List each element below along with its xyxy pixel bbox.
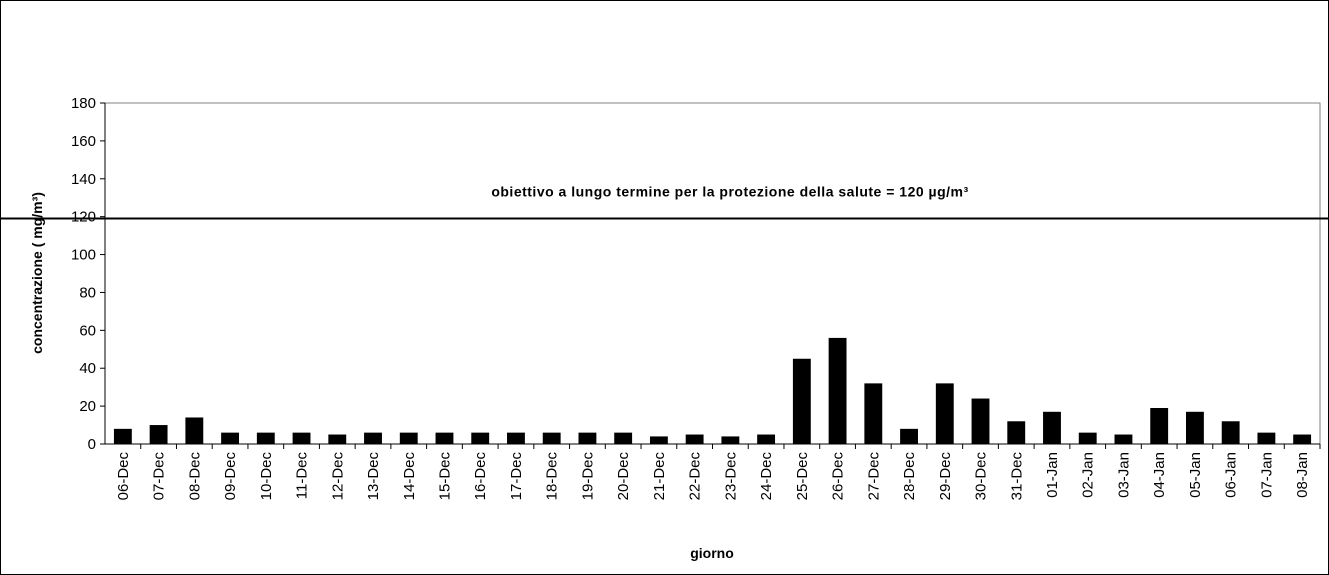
bar [1043, 411, 1061, 444]
bar [792, 358, 811, 444]
x-tick-label: 27-Dec [865, 452, 882, 501]
bar [971, 398, 990, 444]
bar [1293, 434, 1312, 444]
x-tick-label: 03-Jan [1115, 452, 1132, 498]
y-axis-label: concentrazione ( mg/m³) [29, 192, 45, 354]
bar [757, 434, 776, 444]
bar [935, 383, 954, 444]
bar [685, 434, 704, 444]
x-tick-label: 06-Dec [115, 452, 132, 501]
x-tick-label: 04-Jan [1151, 452, 1168, 498]
y-tick-label: 140 [71, 171, 96, 188]
x-tick-label: 06-Jan [1223, 452, 1240, 498]
bar [185, 417, 204, 444]
x-tick-label: 14-Dec [401, 452, 418, 501]
x-tick-label: 10-Dec [258, 452, 275, 501]
bar [828, 337, 847, 444]
y-tick-label: 120 [71, 209, 96, 226]
y-tick-label: 160 [71, 133, 96, 150]
x-tick-label: 24-Dec [758, 452, 775, 501]
bar [542, 432, 561, 444]
y-tick-label: 20 [79, 398, 96, 415]
x-tick-label: 31-Dec [1008, 452, 1025, 501]
x-tick-label: 02-Jan [1080, 452, 1097, 498]
bar [435, 432, 454, 444]
bar [1221, 421, 1240, 444]
x-axis-label: giorno [690, 545, 734, 561]
bar [1185, 411, 1204, 444]
x-tick-label: 29-Dec [937, 452, 954, 501]
x-tick-label: 30-Dec [973, 452, 990, 501]
y-tick-label: 40 [79, 360, 96, 377]
bar [471, 432, 490, 444]
y-tick-label: 80 [79, 284, 96, 301]
x-tick-label: 08-Jan [1294, 452, 1311, 498]
x-tick-label: 17-Dec [508, 452, 525, 501]
y-tick-label: 180 [71, 95, 96, 112]
x-tick-label: 11-Dec [294, 452, 311, 500]
bar [864, 383, 883, 444]
bar [1114, 434, 1133, 444]
y-tick-label: 60 [79, 322, 96, 339]
x-tick-label: 12-Dec [329, 452, 346, 501]
x-tick-label: 01-Jan [1044, 452, 1061, 498]
x-tick-label: 20-Dec [615, 452, 632, 501]
bar [364, 432, 382, 444]
x-tick-label: 18-Dec [544, 452, 561, 501]
y-tick-label: 100 [71, 247, 96, 264]
x-tick-label: 26-Dec [830, 452, 847, 501]
bar [1257, 432, 1276, 444]
bar [900, 428, 918, 444]
x-tick-label: 09-Dec [222, 452, 239, 501]
bar [149, 425, 168, 444]
x-tick-label: 23-Dec [722, 452, 739, 501]
bar [578, 432, 597, 444]
y-tick-label: 0 [88, 436, 96, 453]
x-tick-label: 05-Jan [1187, 452, 1204, 498]
x-tick-label: 13-Dec [365, 452, 382, 501]
bar [256, 432, 275, 444]
x-tick-label: 16-Dec [472, 452, 489, 501]
bar [292, 432, 311, 444]
bar [507, 432, 525, 444]
bar [399, 432, 418, 444]
x-tick-label: 22-Dec [687, 452, 704, 501]
bar [614, 432, 633, 444]
x-tick-label: 07-Jan [1258, 452, 1275, 498]
bar [113, 428, 132, 444]
bar [1078, 432, 1097, 444]
x-tick-label: 25-Dec [794, 452, 811, 501]
reference-label: obiettivo a lungo termine per la protezi… [491, 184, 968, 200]
x-tick-label: 08-Dec [186, 452, 203, 501]
bar [1007, 421, 1026, 444]
x-tick-label: 19-Dec [579, 452, 596, 501]
bar [1150, 408, 1169, 444]
bar [721, 436, 740, 444]
x-tick-label: 21-Dec [651, 452, 668, 501]
bar [328, 434, 347, 444]
bar [649, 436, 668, 444]
x-tick-label: 15-Dec [436, 452, 453, 501]
x-tick-label: 07-Dec [151, 452, 168, 501]
bar [221, 432, 240, 444]
x-tick-label: 28-Dec [901, 452, 918, 501]
